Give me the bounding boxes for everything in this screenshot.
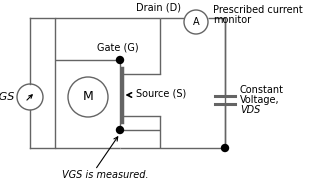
Text: VDS: VDS: [240, 105, 260, 115]
Text: Constant: Constant: [240, 85, 284, 95]
Circle shape: [68, 77, 108, 117]
Circle shape: [221, 145, 228, 152]
Circle shape: [116, 126, 123, 134]
Circle shape: [17, 84, 43, 110]
Text: Voltage,: Voltage,: [240, 95, 280, 105]
Text: Drain (D): Drain (D): [136, 3, 181, 13]
Text: A: A: [193, 17, 199, 27]
Text: Prescribed current: Prescribed current: [213, 5, 303, 15]
Text: M: M: [83, 91, 93, 103]
Text: Gate (G): Gate (G): [97, 43, 139, 53]
Text: Source (S): Source (S): [136, 88, 186, 98]
Text: VGS: VGS: [0, 92, 14, 102]
Text: VGS is measured.: VGS is measured.: [62, 170, 148, 180]
Circle shape: [184, 10, 208, 34]
Circle shape: [116, 57, 123, 63]
Text: monitor: monitor: [213, 15, 251, 25]
